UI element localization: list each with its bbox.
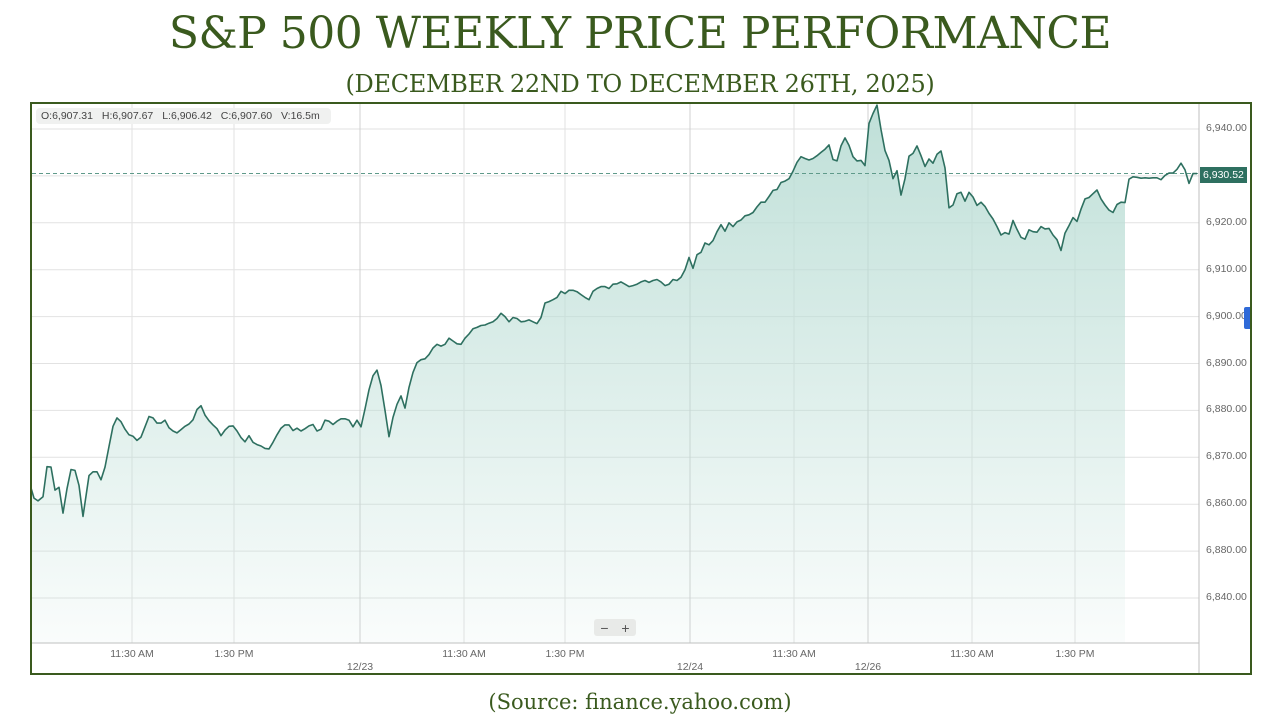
x-tick-label: 1:30 PM: [545, 648, 585, 660]
zoom-out-button[interactable]: −: [600, 619, 609, 636]
x-date-label: 12/26: [854, 661, 882, 673]
open-value: O:6,907.31: [41, 110, 93, 122]
y-tick-label: 6,840.00: [1206, 591, 1247, 603]
x-date-label: 12/24: [676, 661, 704, 673]
x-tick-label: 11:30 AM: [772, 648, 816, 660]
volume-value: V:16.5m: [281, 110, 320, 122]
x-tick-label: 11:30 AM: [442, 648, 486, 660]
price-chart[interactable]: [32, 104, 1250, 673]
chart-subtitle: (DECEMBER 22ND TO DECEMBER 26TH, 2025): [345, 70, 935, 98]
y-tick-label: 6,880.00: [1206, 403, 1247, 416]
close-value: C:6,907.60: [220, 110, 273, 122]
y-tick-label: 6,940.00: [1206, 122, 1247, 134]
y-tick-label: 6,900.00: [1206, 309, 1247, 322]
y-tick-label: 6,910.00: [1206, 262, 1247, 275]
ohlc-readout: O:6,907.31 H:6,907.67 L:6,906.42 C:6,907…: [36, 108, 331, 124]
y-tick-label: 6,890.00: [1206, 356, 1247, 369]
zoom-in-button[interactable]: +: [621, 619, 630, 636]
source-note: (Source: finance.yahoo.com): [488, 690, 792, 714]
y-tick-label: 6,870.00: [1206, 450, 1247, 463]
x-tick-label: 11:30 AM: [950, 648, 994, 660]
y-tick-label: 6,880.00: [1206, 544, 1247, 557]
high-value: H:6,907.67: [101, 110, 154, 122]
y-tick-label: 6,920.00: [1206, 215, 1247, 228]
zoom-controls: − +: [594, 619, 636, 636]
chart-title: S&P 500 WEEKLY PRICE PERFORMANCE: [168, 8, 1112, 59]
chart-frame: O:6,907.31 H:6,907.67 L:6,906.42 C:6,907…: [30, 102, 1252, 675]
scroll-handle[interactable]: [1244, 307, 1250, 329]
x-tick-label: 1:30 PM: [214, 648, 254, 660]
y-tick-label: 6,860.00: [1206, 497, 1247, 510]
x-tick-label: 1:30 PM: [1055, 648, 1095, 660]
current-price-tag: 6,930.52: [1200, 167, 1247, 183]
x-date-label: 12/23: [346, 661, 374, 673]
low-value: L:6,906.42: [162, 110, 212, 122]
x-tick-label: 11:30 AM: [110, 648, 154, 660]
